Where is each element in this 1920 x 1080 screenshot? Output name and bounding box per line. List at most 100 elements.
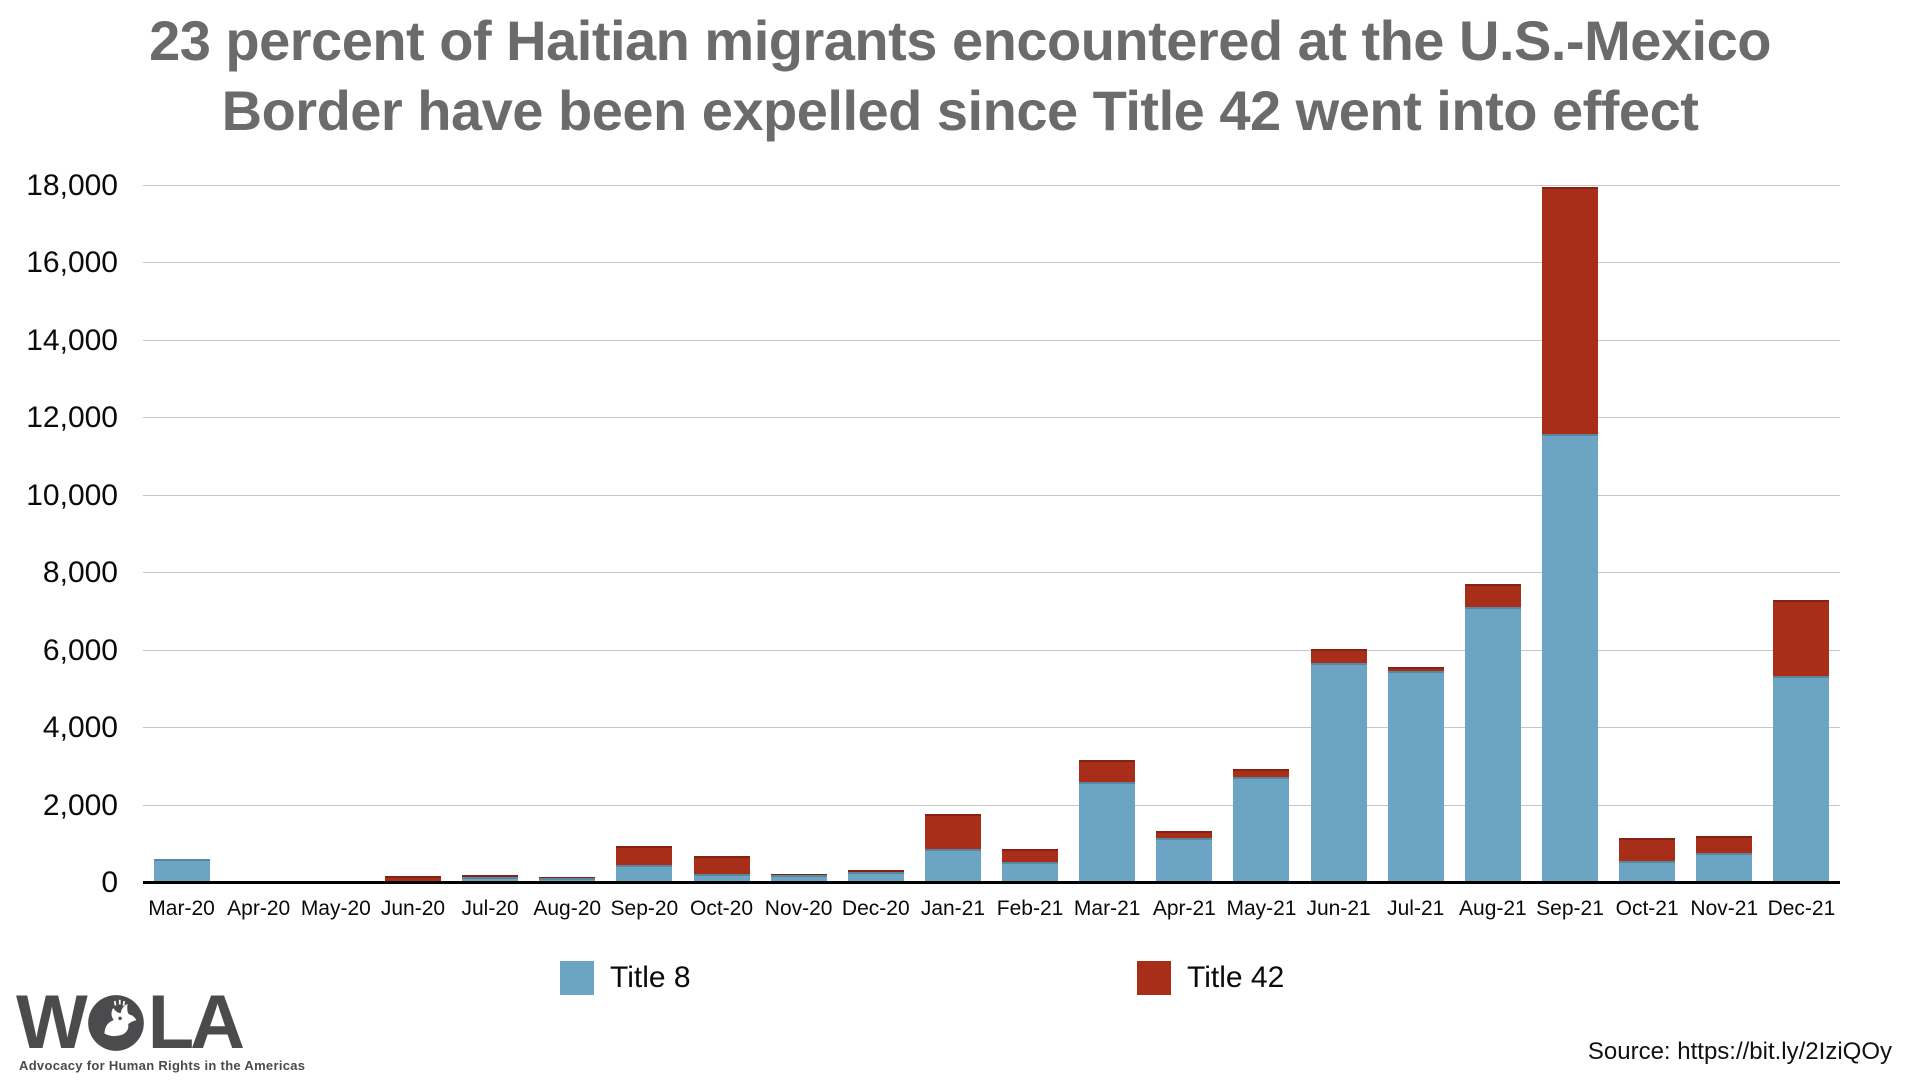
bar-Aug-21 bbox=[1464, 584, 1521, 883]
chart-title-line1: 23 percent of Haitian migrants encounter… bbox=[149, 9, 1771, 72]
bar-Dec-21 bbox=[1773, 600, 1830, 883]
bar-segment-title-8 bbox=[1773, 676, 1830, 883]
wola-logo: W LA Advocacy for Human Rights in the Am… bbox=[16, 980, 306, 1074]
bar-Sep-21 bbox=[1542, 187, 1599, 883]
bar-segment-title-42 bbox=[462, 875, 519, 877]
bar-segment-title-42 bbox=[1310, 649, 1367, 663]
bar-segment-title-42 bbox=[1387, 667, 1444, 671]
gridline bbox=[143, 417, 1840, 419]
bar-Oct-20 bbox=[693, 856, 750, 883]
bar-May-21 bbox=[1233, 769, 1290, 883]
y-axis-tick-label: 8,000 bbox=[42, 556, 118, 590]
bar-segment-title-8 bbox=[1156, 838, 1213, 883]
x-axis-label: Dec-20 bbox=[841, 897, 910, 920]
bar-segment-title-42 bbox=[924, 814, 981, 849]
wola-logo-tagline: Advocacy for Human Rights in the America… bbox=[19, 1058, 306, 1073]
bar-Dec-20 bbox=[847, 870, 904, 883]
chart-title-line2: Border have been expelled since Title 42… bbox=[221, 79, 1699, 142]
bar-segment-title-42 bbox=[539, 877, 596, 878]
y-axis-tick-label: 10,000 bbox=[26, 478, 118, 512]
bar-segment-title-8 bbox=[1310, 663, 1367, 883]
bar-Aug-20 bbox=[539, 877, 596, 883]
y-axis-tick-label: 6,000 bbox=[42, 633, 118, 667]
bar-segment-title-42 bbox=[770, 874, 827, 875]
chart-legend: Title 8 Title 42 bbox=[0, 960, 1920, 1000]
bar-Jan-21 bbox=[924, 814, 981, 883]
bar-segment-title-42 bbox=[1619, 838, 1676, 861]
bar-segment-title-42 bbox=[1542, 187, 1599, 434]
y-axis-tick-label: 18,000 bbox=[26, 169, 118, 202]
gridline bbox=[143, 804, 1840, 806]
gridline bbox=[143, 185, 1840, 186]
bar-segment-title-42 bbox=[1233, 769, 1290, 777]
gridline bbox=[143, 494, 1840, 496]
bar-segment-title-8 bbox=[1542, 434, 1599, 883]
x-axis-label: Jan-21 bbox=[920, 897, 986, 920]
bar-Jun-21 bbox=[1310, 649, 1367, 883]
y-axis: 0 2,000 4,000 6,000 8,000 10,000 12,000 14,000 1… bbox=[0, 171, 118, 898]
y-axis-tick-label: 14,000 bbox=[26, 323, 118, 357]
gridline bbox=[143, 649, 1840, 651]
y-axis-tick-label: 0 bbox=[101, 866, 118, 899]
bar-segment-title-8 bbox=[847, 872, 904, 883]
gridline bbox=[143, 727, 1840, 729]
legend-swatch-title-42 bbox=[1137, 961, 1171, 995]
bar-Sep-20 bbox=[616, 846, 673, 883]
chart-title: 23 percent of Haitian migrants encounter… bbox=[0, 6, 1920, 146]
bar-segment-title-8 bbox=[924, 849, 981, 883]
bar-segment-title-42 bbox=[1773, 600, 1830, 676]
bar-segment-title-8 bbox=[462, 877, 519, 883]
bar-segment-title-8 bbox=[1464, 607, 1521, 883]
bar-segment-title-42 bbox=[1002, 849, 1059, 862]
gridline bbox=[143, 262, 1840, 264]
bar-Apr-21 bbox=[1156, 831, 1213, 883]
y-axis-tick-label: 16,000 bbox=[26, 246, 118, 280]
source-text: Source: https://bit.ly/2IziQOy bbox=[1587, 1038, 1892, 1065]
bar-segment-title-8 bbox=[616, 865, 673, 883]
legend-label: Title 8 bbox=[610, 961, 691, 994]
x-axis-line bbox=[143, 881, 1840, 884]
bar-segment-title-8 bbox=[770, 875, 827, 883]
x-axis-label: Nov-20 bbox=[764, 897, 833, 920]
wola-logo-wordmark: W LA bbox=[16, 980, 305, 1065]
plot-area bbox=[143, 185, 1840, 884]
gridline bbox=[143, 339, 1840, 341]
x-axis-label: Oct-20 bbox=[690, 897, 754, 920]
bar-Mar-20 bbox=[153, 859, 210, 883]
bar-segment-title-8 bbox=[1387, 671, 1444, 883]
x-axis-label: Apr-20 bbox=[227, 897, 291, 920]
bar-segment-title-8 bbox=[1233, 777, 1290, 883]
bar-segment-title-8 bbox=[1696, 853, 1753, 883]
bar-Oct-21 bbox=[1619, 838, 1676, 883]
wola-logo-la: LA bbox=[147, 980, 245, 1065]
bar-Jul-20 bbox=[462, 875, 519, 883]
bar-Jul-21 bbox=[1387, 667, 1444, 883]
bar-segment-title-8 bbox=[153, 859, 210, 883]
x-axis-label: Aug-20 bbox=[533, 897, 602, 920]
y-axis-tick-label: 4,000 bbox=[42, 711, 118, 745]
x-axis-label: Dec-21 bbox=[1767, 897, 1836, 920]
bar-segment-title-42 bbox=[693, 856, 750, 874]
bar-segment-title-8 bbox=[1079, 782, 1136, 883]
x-axis-label: Feb-21 bbox=[996, 897, 1064, 920]
x-axis-label: Apr-21 bbox=[1152, 897, 1216, 920]
x-axis-label: May-21 bbox=[1226, 897, 1297, 920]
bar-Nov-20 bbox=[770, 874, 827, 883]
bar-segment-title-8 bbox=[693, 874, 750, 883]
x-axis-label: Mar-21 bbox=[1073, 897, 1141, 920]
bar-segment-title-42 bbox=[847, 870, 904, 872]
x-axis-label: Nov-21 bbox=[1690, 897, 1759, 920]
bar-segment-title-42 bbox=[384, 876, 441, 881]
y-axis-tick-label: 12,000 bbox=[26, 401, 118, 435]
x-axis-label: Jul-20 bbox=[461, 897, 519, 920]
bar-segment-title-42 bbox=[1464, 584, 1521, 607]
x-axis-label: Sep-21 bbox=[1536, 897, 1604, 920]
x-axis-label: May-20 bbox=[300, 897, 371, 920]
bar-segment-title-8 bbox=[1002, 862, 1059, 883]
x-axis-label: Mar-20 bbox=[148, 897, 215, 920]
x-axis-label: Aug-21 bbox=[1459, 897, 1527, 920]
bar-Nov-21 bbox=[1696, 836, 1753, 883]
legend-label: Title 42 bbox=[1187, 961, 1285, 994]
wola-logo-w: W bbox=[16, 980, 88, 1065]
